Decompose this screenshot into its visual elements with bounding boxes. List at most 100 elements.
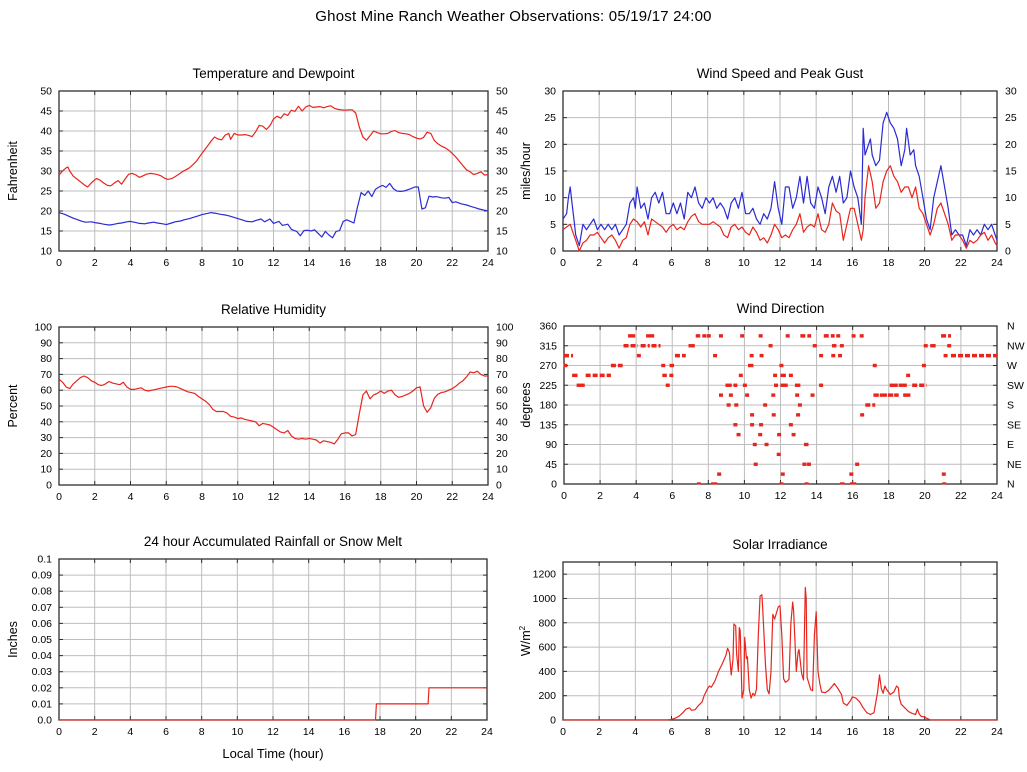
compass-label: SE: [1007, 419, 1021, 431]
x-tick-label: 20: [919, 257, 931, 269]
x-tick-label: 20: [919, 726, 931, 738]
x-tick-label: 16: [846, 257, 858, 269]
x-tick-label: 0: [56, 491, 62, 503]
y-tick-label-right: 45: [496, 106, 508, 118]
x-tick-label: 8: [705, 726, 711, 738]
y-tick-label: 45: [545, 459, 557, 471]
y-tick-label-right: 40: [496, 126, 508, 138]
y-tick-label-right: 100: [496, 322, 513, 334]
x-tick-label: 8: [705, 257, 711, 269]
y-tick-label: 25: [544, 112, 556, 124]
y-tick-label-right: 50: [496, 401, 508, 413]
series-dewpoint: [58, 182, 489, 239]
series-humidity: [58, 370, 488, 445]
x-tick-label: 22: [955, 726, 967, 738]
x-tick-label: 10: [232, 257, 244, 269]
x-tick-label: 14: [811, 490, 823, 502]
y-tick-label-right: 40: [496, 416, 508, 428]
y-tick-label: 400: [538, 666, 556, 678]
x-tick-label: 12: [774, 726, 786, 738]
compass-label: NE: [1007, 459, 1022, 471]
series-wind_speed: [562, 165, 998, 252]
y-tick-label: 270: [539, 360, 557, 372]
x-tick-label: 0: [56, 726, 62, 738]
chart-rainfall: 0 2 4 6 8 10 12 14 16 18 20 22 24 0.0 0.01 0.02 0.03 0.04…: [0, 523, 513, 772]
y-tick-label: 70: [40, 369, 52, 381]
x-tick-label: 4: [128, 257, 134, 269]
chart-wind-direction: 0 2 4 6 8 10 12 14 16 18 20 22 24 0 N 45 NE 90 E 135 SE 180 S 2…: [513, 290, 1027, 518]
x-tick-label: 14: [303, 726, 315, 738]
x-tick-label: 10: [232, 491, 244, 503]
x-tick-label: 16: [847, 490, 859, 502]
x-tick-label: 4: [633, 490, 639, 502]
y-tick-label-right: 70: [496, 369, 508, 381]
y-axis-label: Inches: [6, 621, 20, 658]
y-tick-label: 25: [40, 186, 52, 198]
y-tick-label: 10: [40, 246, 52, 258]
x-tick-label: 20: [411, 257, 423, 269]
y-tick-label: 50: [40, 401, 52, 413]
x-tick-label: 16: [846, 726, 858, 738]
x-tick-label: 2: [597, 490, 603, 502]
y-tick-label: 100: [34, 322, 52, 334]
y-tick-label-right: 35: [496, 146, 508, 158]
y-tick-label-right: 10: [496, 464, 508, 476]
compass-label: NW: [1007, 340, 1025, 352]
x-tick-label: 18: [883, 490, 895, 502]
x-tick-label: 22: [446, 491, 458, 503]
series-peak_gust: [562, 111, 998, 247]
y-tick-label-right: 60: [496, 385, 508, 397]
x-tick-label: 18: [374, 726, 386, 738]
y-tick-label: 20: [544, 139, 556, 151]
y-tick-label: 60: [40, 385, 52, 397]
x-tick-label: 0: [56, 257, 62, 269]
x-tick-label: 20: [410, 726, 422, 738]
y-tick-label: 0.05: [32, 634, 53, 646]
y-tick-label: 1000: [533, 593, 557, 605]
y-tick-label: 45: [40, 106, 52, 118]
x-tick-label: 4: [632, 257, 638, 269]
x-tick-label: 6: [669, 726, 675, 738]
x-tick-label: 12: [774, 257, 786, 269]
y-tick-label: 0.03: [32, 666, 53, 678]
x-tick-label: 6: [163, 726, 169, 738]
x-tick-label: 24: [991, 257, 1003, 269]
x-tick-label: 0: [560, 257, 566, 269]
y-tick-label-right: 80: [496, 353, 508, 365]
y-tick-label-right: 90: [496, 337, 508, 349]
y-tick-label: 0.04: [32, 650, 53, 662]
x-tick-label: 16: [339, 491, 351, 503]
y-tick-label: 10: [40, 464, 52, 476]
y-axis-label: Percent: [6, 384, 20, 428]
x-tick-label: 14: [303, 491, 315, 503]
x-tick-label: 8: [199, 491, 205, 503]
y-tick-label-right: 10: [496, 246, 508, 258]
chart-title: Relative Humidity: [221, 302, 326, 317]
y-tick-label: 80: [40, 353, 52, 365]
chart-svg-rainfall: 0 2 4 6 8 10 12 14 16 18 20 22 240.00.010.020.030.04…: [6, 534, 493, 761]
y-tick-label: 600: [538, 642, 556, 654]
x-tick-label: 8: [705, 490, 711, 502]
x-tick-label: 24: [991, 726, 1003, 738]
x-tick-label: 10: [231, 726, 243, 738]
y-tick-label: 800: [538, 617, 556, 629]
x-tick-label: 22: [955, 257, 967, 269]
chart-solar-irradiance: 0 2 4 6 8 10 12 14 16 18 20 22 24 0 200 400 600 800 1000 12…: [513, 523, 1027, 772]
x-tick-label: 18: [375, 257, 387, 269]
y-axis-label: Fahrenheit: [6, 141, 20, 201]
chart-title: Temperature and Dewpoint: [192, 66, 354, 81]
series-rainfall: [59, 687, 487, 721]
x-tick-label: 2: [92, 491, 98, 503]
series-irradiance: [563, 586, 997, 721]
y-tick-label: 30: [40, 166, 52, 178]
y-tick-label-right: 25: [496, 186, 508, 198]
x-tick-label: 12: [268, 491, 280, 503]
y-axis-label: degrees: [519, 382, 533, 427]
page-title: Ghost Mine Ranch Weather Observations: 0…: [315, 8, 712, 25]
x-tick-label: 14: [810, 257, 822, 269]
compass-label: W: [1007, 360, 1017, 372]
y-tick-label-right: 10: [1005, 192, 1017, 204]
x-tick-label: 6: [669, 490, 675, 502]
y-tick-label-right: 30: [1005, 86, 1017, 98]
